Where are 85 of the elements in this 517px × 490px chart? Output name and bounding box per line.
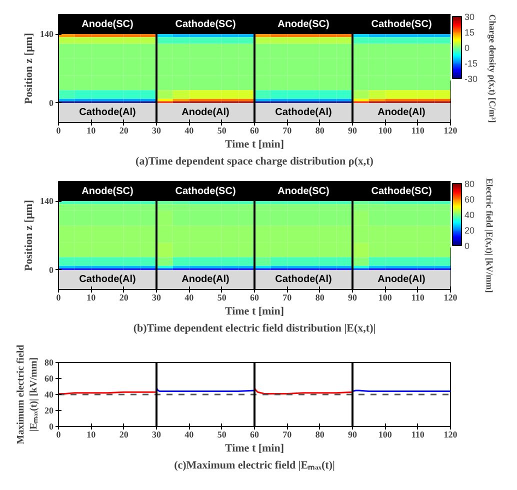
color-bar-label: -30 — [464, 74, 478, 84]
annotation: Cathode(Al) — [79, 107, 136, 118]
annotation: Cathode(SC) — [175, 186, 236, 197]
y-tick-label: 0 — [49, 422, 54, 432]
text: (a)Time dependent space charge distribution ρ(x,t) — [136, 156, 374, 168]
color-bar-label: -15 — [464, 58, 478, 68]
color-bar-label: 15 — [464, 28, 475, 38]
y-axis-title: Position z [μm] — [23, 200, 35, 271]
text: (b)Time dependent electric field distribution |E(x,t)| — [133, 322, 376, 334]
x-tick-label: 60 — [250, 126, 260, 136]
y-tick-label: 0 — [49, 264, 54, 275]
annotation: Cathode(SC) — [371, 186, 432, 197]
annotation: Anode(Al) — [182, 107, 230, 118]
y-tick-label: 40 — [44, 390, 54, 400]
y-tick-label: 140 — [40, 196, 54, 206]
x-tick-label: 50 — [217, 126, 227, 136]
annotation: Cathode(Al) — [79, 274, 136, 286]
x-tick-label: 60 — [250, 430, 260, 440]
color-bar-label: 40 — [464, 210, 475, 220]
y-tick-label: 0 — [49, 98, 54, 108]
x-tick-label: 80 — [315, 292, 325, 302]
x-tick-label: 0 — [56, 430, 62, 440]
annotation: Anode(Al) — [182, 274, 230, 286]
x-tick-label: 110 — [411, 292, 425, 302]
y-tick-label: 20 — [44, 406, 54, 416]
x-tick-label: 10 — [86, 126, 96, 136]
color-bar-label: 30 — [464, 12, 475, 22]
x-tick-label: 30 — [152, 292, 162, 302]
text: (c)Maximum electric field |Eₘₐₓ(t)| — [174, 460, 335, 472]
x-tick-label: 30 — [152, 126, 162, 136]
x-tick-label: 10 — [86, 292, 96, 302]
y-tick-label: 140 — [40, 29, 54, 40]
x-tick-label: 40 — [184, 292, 194, 302]
x-tick-label: 120 — [444, 292, 458, 302]
x-tick-label: 110 — [411, 126, 425, 136]
color-bar-title: Electric field |E(x,t)| [kV/mm] — [484, 178, 494, 293]
annotation: Anode(Al) — [378, 107, 426, 118]
x-tick-label: 50 — [217, 292, 227, 302]
x-tick-label: 90 — [348, 126, 358, 136]
color-bar-label: 60 — [464, 194, 475, 204]
x-tick-label: 80 — [315, 126, 325, 136]
x-axis-title: Time t [min] — [224, 442, 284, 454]
x-axis-title: Time t [min] — [224, 138, 284, 150]
x-tick-label: 100 — [378, 292, 392, 302]
x-tick-label: 40 — [184, 430, 194, 440]
x-tick-label: 30 — [152, 430, 162, 440]
annotation: Cathode(SC) — [371, 18, 432, 30]
x-tick-label: 90 — [348, 292, 358, 302]
x-tick-label: 20 — [119, 292, 129, 302]
color-bar-title: Charge density ρ(x,t) [C/m³] — [488, 14, 498, 123]
color-bar-label: 0 — [464, 241, 470, 251]
x-tick-label: 20 — [119, 126, 129, 136]
annotation: Anode(SC) — [278, 18, 330, 30]
x-tick-label: 90 — [348, 430, 358, 440]
x-tick-label: 100 — [378, 126, 392, 136]
y-axis-title: Position z [μm] — [23, 32, 35, 104]
x-tick-label: 120 — [444, 430, 458, 440]
annotation: Anode(SC) — [82, 186, 134, 197]
color-bar-label: 0 — [464, 43, 470, 53]
x-tick-label: 70 — [282, 126, 292, 136]
x-tick-label: 50 — [217, 430, 227, 440]
x-tick-label: 60 — [250, 292, 260, 302]
x-tick-label: 110 — [411, 430, 425, 440]
annotation: Anode(SC) — [82, 18, 134, 30]
color-bar-label: 80 — [464, 179, 475, 189]
x-tick-label: 120 — [444, 126, 458, 136]
x-tick-label: 10 — [86, 430, 96, 440]
annotation: Anode(SC) — [278, 186, 330, 197]
x-tick-label: 40 — [184, 126, 194, 136]
annotation: Cathode(SC) — [175, 18, 236, 30]
x-tick-label: 70 — [282, 292, 292, 302]
annotation: Cathode(Al) — [275, 274, 332, 286]
x-tick-label: 80 — [315, 430, 325, 440]
x-tick-label: 0 — [56, 126, 62, 136]
x-tick-label: 70 — [282, 430, 292, 440]
y-tick-label: 60 — [44, 374, 54, 384]
x-tick-label: 0 — [56, 292, 62, 302]
annotation: Cathode(Al) — [275, 107, 332, 118]
y-axis-title: Maximum electric field |Eₘₐₓ(t)| [kV/mm] — [15, 344, 40, 444]
x-tick-label: 20 — [119, 430, 129, 440]
x-tick-label: 100 — [378, 430, 392, 440]
x-axis-title: Time t [min] — [224, 306, 284, 318]
color-bar-label: 20 — [464, 226, 475, 236]
y-tick-label: 80 — [44, 358, 54, 368]
annotation: Anode(Al) — [378, 274, 426, 286]
